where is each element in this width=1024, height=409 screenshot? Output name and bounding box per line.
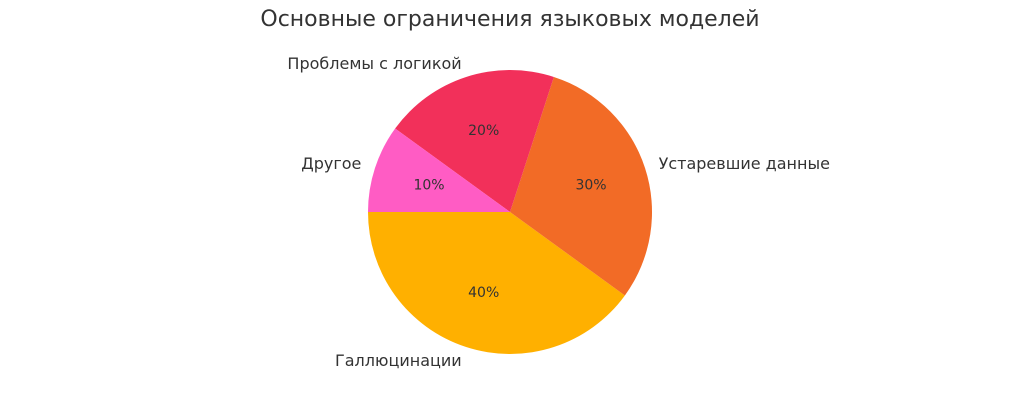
slice-label-устаревшие-данные: Устаревшие данные bbox=[659, 154, 830, 173]
pie-slice-галлюцинации bbox=[368, 212, 625, 355]
slice-percent-устаревшие-данные: 30% bbox=[575, 178, 606, 194]
slice-percent-галлюцинации: 40% bbox=[468, 285, 499, 301]
slice-label-проблемы-с-логикой: Проблемы с логикой bbox=[287, 54, 461, 73]
slice-percent-проблемы-с-логикой: 20% bbox=[468, 123, 499, 139]
chart-title: Основные ограничения языковых моделей bbox=[260, 7, 759, 32]
pie-slice-устаревшие-данные bbox=[510, 76, 653, 296]
pie-labels: Галлюцинации 40% Устаревшие данные 30% Пробл… bbox=[287, 54, 830, 370]
pie-slices bbox=[368, 69, 653, 355]
slice-label-галлюцинации: Галлюцинации bbox=[335, 351, 462, 370]
pie-slice-другое bbox=[368, 128, 510, 212]
slice-label-другое: Другое bbox=[301, 154, 361, 173]
pie-slice-проблемы-с-логикой bbox=[395, 69, 554, 213]
slice-percent-другое: 10% bbox=[413, 178, 444, 194]
